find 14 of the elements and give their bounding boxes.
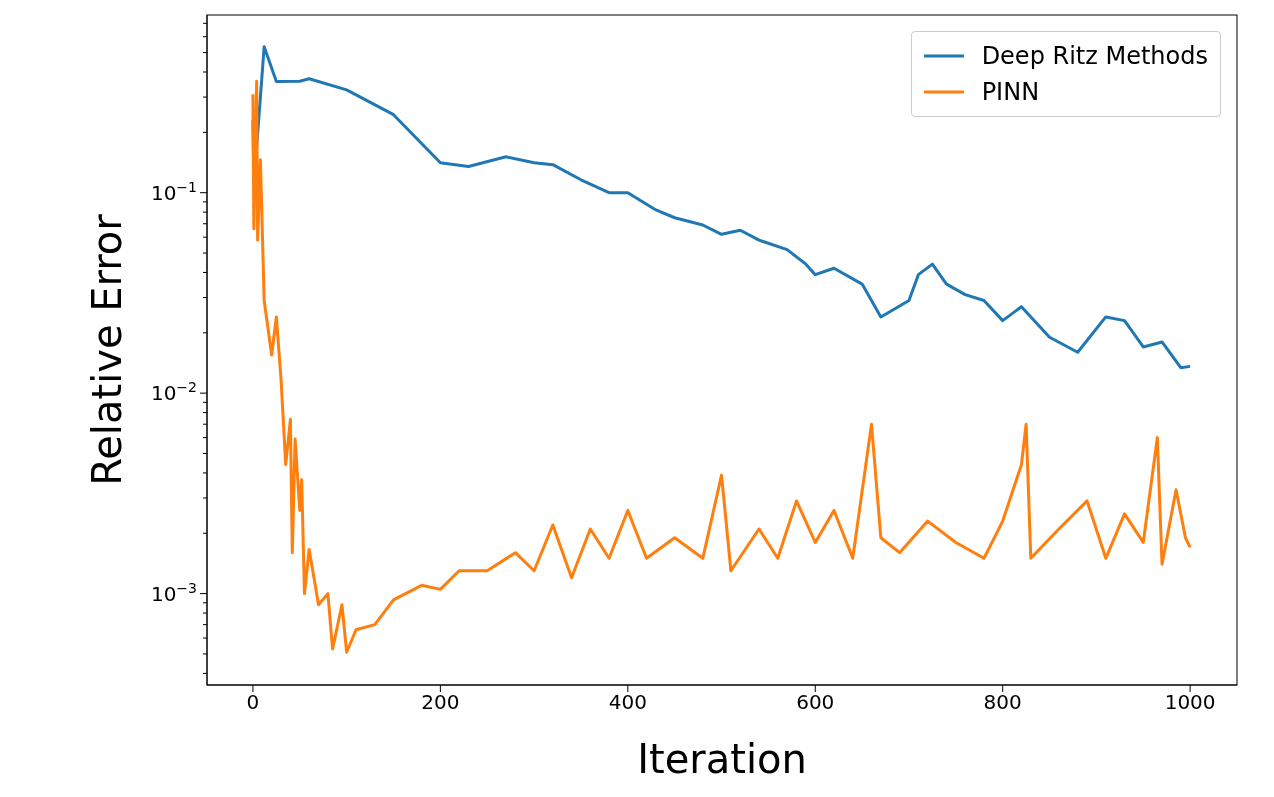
y-tick-label: 10$^{−1}$ [150, 178, 197, 205]
y-tick-label: 10$^{−3}$ [150, 579, 197, 606]
x-tick-label: 400 [608, 690, 647, 714]
x-tick-label: 600 [796, 690, 835, 714]
legend-label: Deep Ritz Methods [981, 42, 1208, 70]
y-tick-label: 10$^{−2}$ [150, 379, 197, 406]
line-series [251, 79, 1192, 654]
x-tick-label: 800 [983, 690, 1022, 714]
x-tick-label: 1000 [1164, 690, 1216, 714]
x-tick-label: 0 [246, 690, 260, 714]
x-axis-title: Iteration [637, 736, 807, 783]
x-tick-label: 200 [421, 690, 460, 714]
y-axis-title: Relative Error [84, 213, 131, 486]
legend-label: PINN [981, 78, 1040, 106]
